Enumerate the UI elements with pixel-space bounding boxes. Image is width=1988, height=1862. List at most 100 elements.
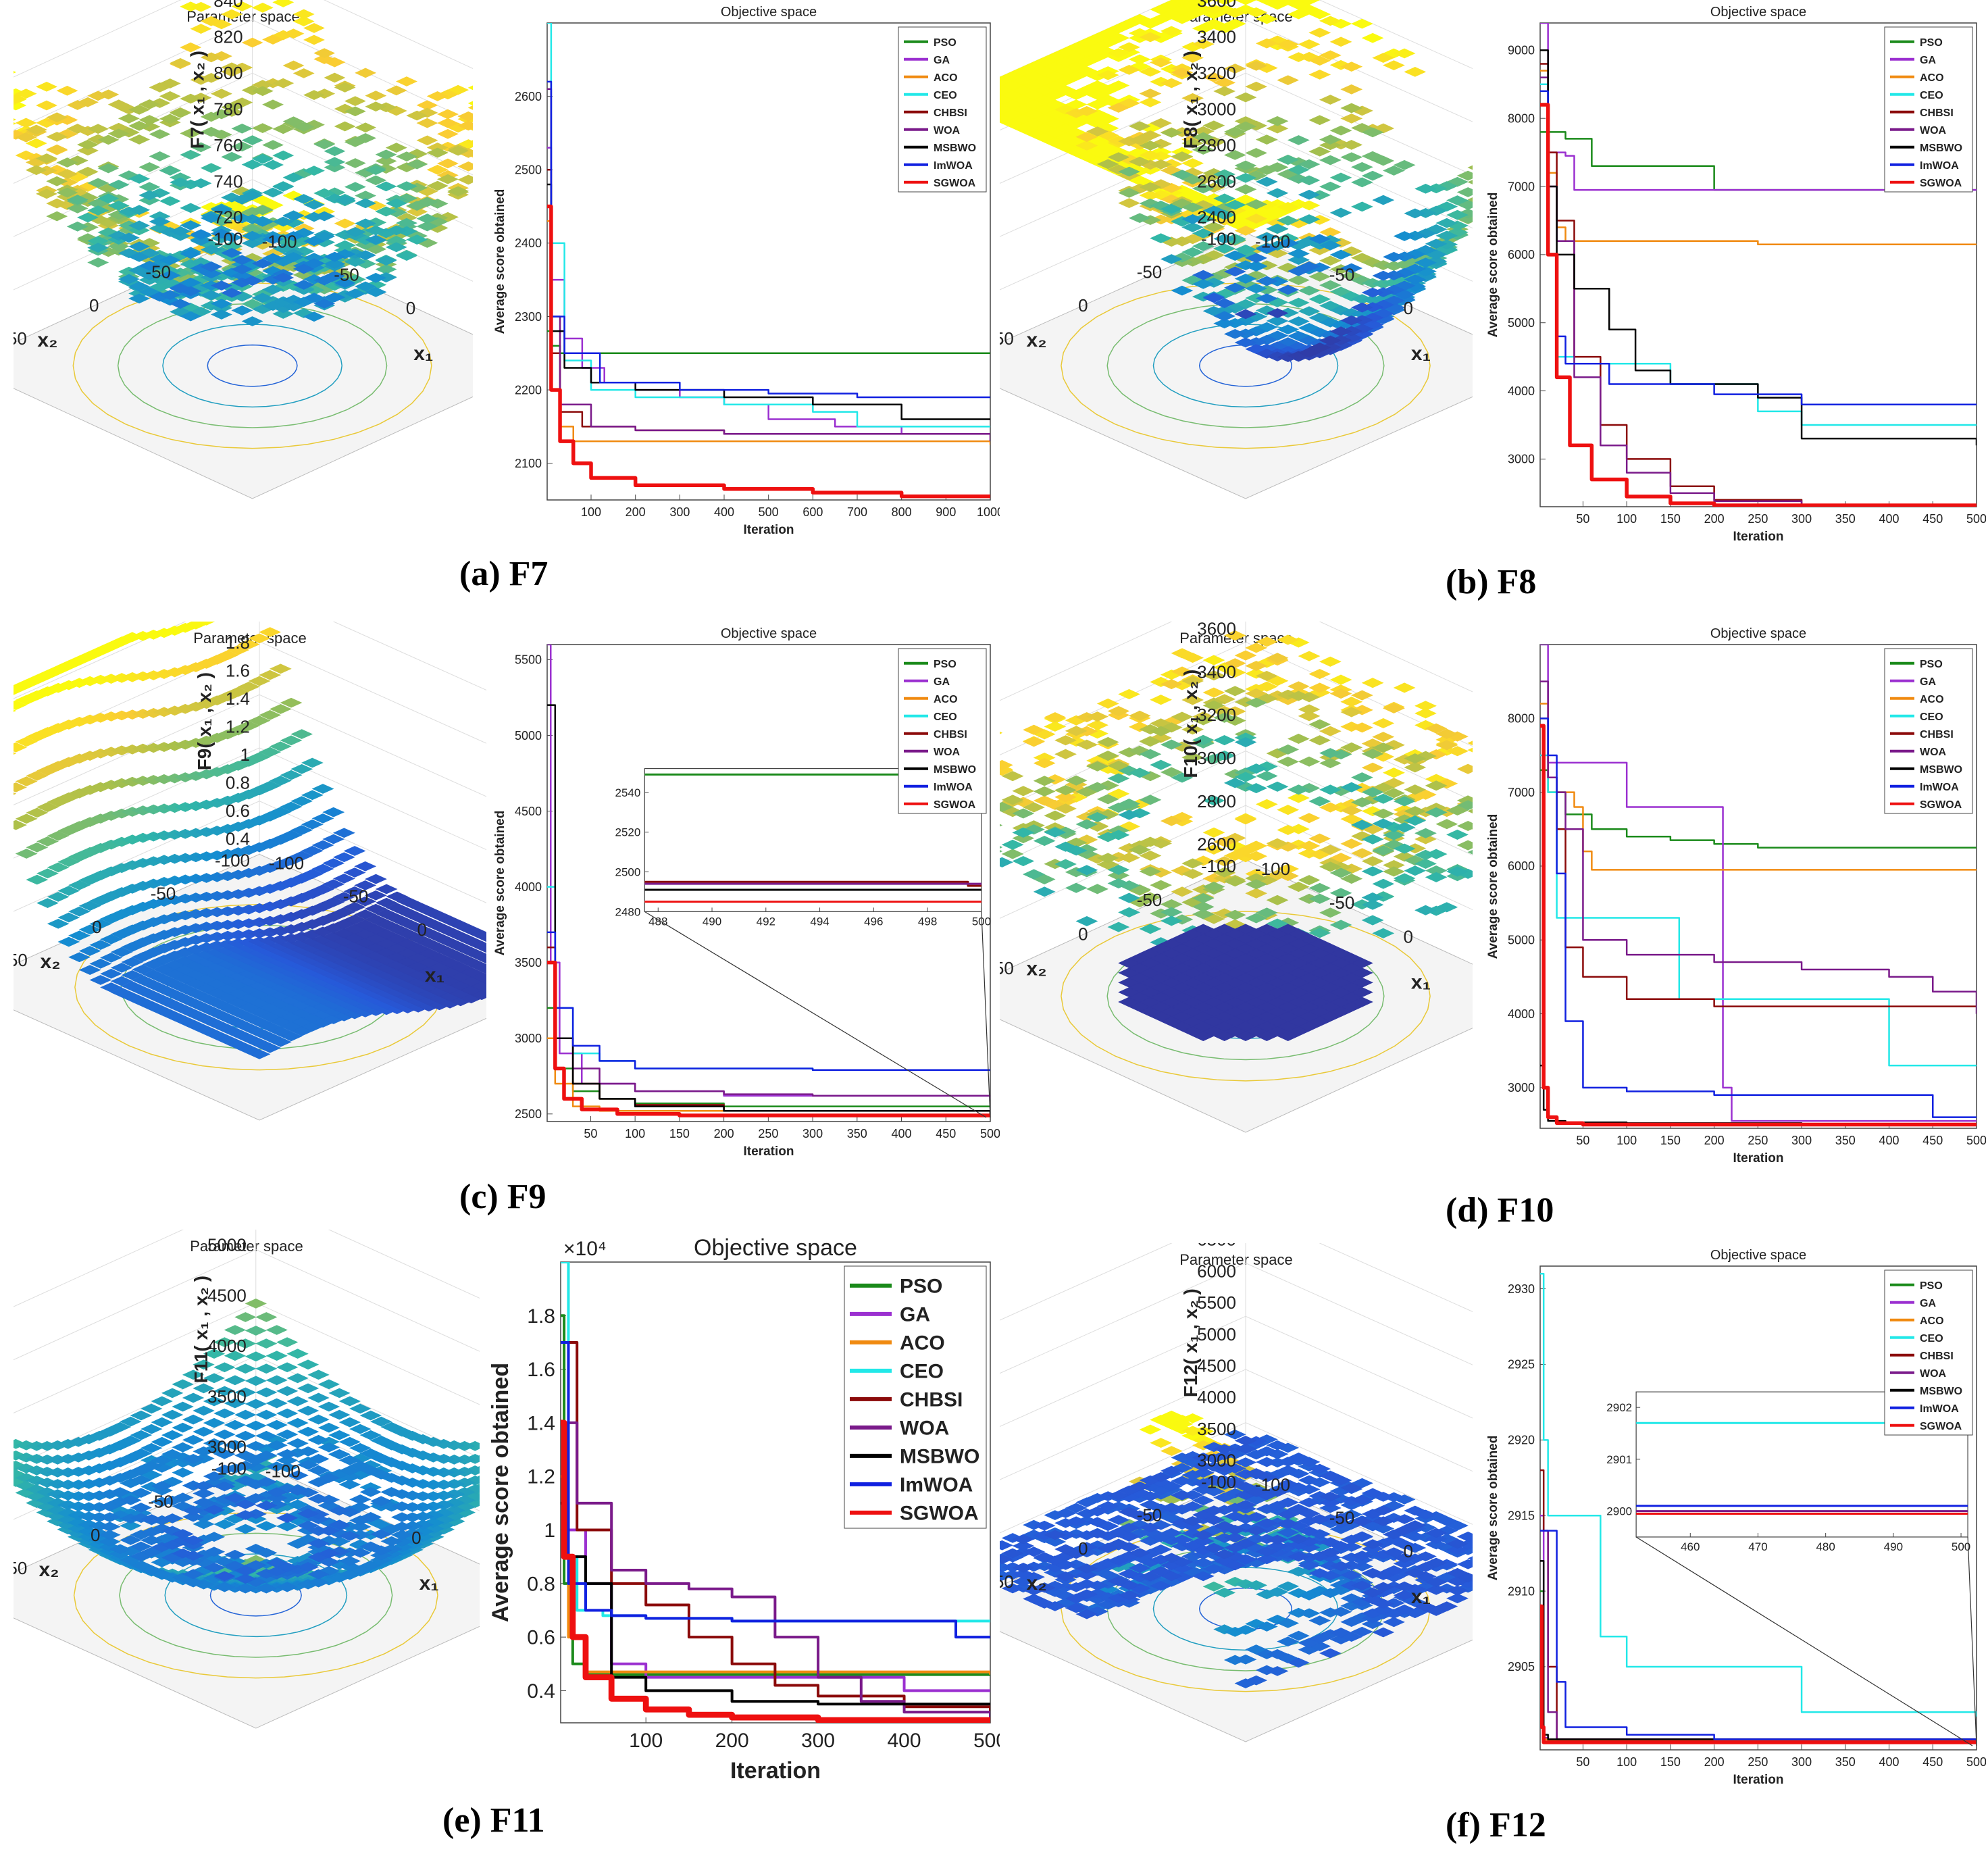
y-tick-label: 1.2 xyxy=(527,1466,555,1488)
y-tick-label: 7000 xyxy=(1508,786,1535,799)
x-tick-label: 500 xyxy=(1966,1134,1986,1147)
z-tick-label: 2 xyxy=(240,622,250,624)
objective-chart: Objective space 50 100 150 200 250 300 350 400 45… xyxy=(1486,626,1986,1165)
parameter-space: Parameter space2.221.81.61.41.210.80.60.… xyxy=(14,622,486,1176)
x2-tick-label: 50 xyxy=(14,1558,27,1578)
z-tick-label: 780 xyxy=(213,99,243,119)
z-tick-label: 2600 xyxy=(1197,171,1236,191)
x1-tick-label: -50 xyxy=(334,265,359,285)
y-tick-label: 2600 xyxy=(515,90,542,103)
y-tick-label: 4000 xyxy=(1508,1007,1535,1021)
legend-entry-aco: ACO xyxy=(934,694,958,705)
inset-y-tick-label: 2902 xyxy=(1606,1401,1632,1414)
legend-entry-ceo: CEO xyxy=(1920,90,1943,101)
x2-tick-label: 0 xyxy=(92,917,101,937)
line-series-imwoa xyxy=(1540,718,1977,1118)
legend-entry-msbwo: MSBWO xyxy=(900,1445,979,1467)
legend: PSO GA ACO CEO CHBSI WOA MSBWO ImWOA SGWOA xyxy=(898,648,987,814)
z-tick-label: 760 xyxy=(213,135,243,155)
x-tick-label: 200 xyxy=(1704,1755,1725,1769)
x1-tick-label: -50 xyxy=(1329,1508,1355,1528)
line-series-imwoa xyxy=(1540,1530,1977,1741)
z-tick-label: 1.8 xyxy=(226,632,250,653)
x2-tick-label: -50 xyxy=(1137,262,1163,282)
z-axis-label: F11( x₁ , x₂ ) xyxy=(190,1276,211,1383)
x2-tick-label: 0 xyxy=(91,1525,100,1545)
line-series-sgwoa xyxy=(547,204,990,499)
x-tick-label: 100 xyxy=(625,1127,645,1140)
x2-tick-label: 0 xyxy=(89,295,99,316)
x-tick-label: 200 xyxy=(714,1127,734,1140)
legend-entry-imwoa: ImWOA xyxy=(1920,160,1959,172)
line-series-sgwoa xyxy=(1540,1604,1977,1744)
y-tick-label: 1 xyxy=(544,1519,555,1542)
legend-entry-pso: PSO xyxy=(900,1275,942,1297)
z-tick-label: 0.8 xyxy=(226,773,250,793)
z-tick-label: 0.6 xyxy=(226,801,250,821)
y-tick-label: 2915 xyxy=(1508,1509,1535,1522)
x2-tick-label: 0 xyxy=(1078,1538,1088,1559)
legend-entry-woa: WOA xyxy=(934,125,961,136)
z-tick-label: 3500 xyxy=(1197,1419,1236,1439)
objective-chart: Objective space 50 100 150 200 250 300 350 400 45… xyxy=(1486,5,1986,544)
x1-tick-label: -100 xyxy=(262,231,297,251)
parameter-space: Parameter space860840820800780760740720F… xyxy=(14,0,473,554)
x-tick-label: 500 xyxy=(980,1127,1000,1140)
x-tick-label: 400 xyxy=(1879,1755,1900,1769)
legend-entry-ceo: CEO xyxy=(1920,1333,1943,1344)
z-tick-label: 4000 xyxy=(207,1336,247,1356)
inset-x-tick-label: 470 xyxy=(1748,1540,1767,1553)
y-tick-label: 2500 xyxy=(515,163,542,177)
x2-tick-label: -50 xyxy=(1137,890,1163,910)
x-tick-label: 250 xyxy=(1748,512,1768,526)
objective-space: Objective space 50 100 150 200 250 300 350 400 45… xyxy=(486,622,1000,1176)
x-tick-label: 300 xyxy=(1791,1755,1812,1769)
y-tick-label: 4000 xyxy=(515,880,542,894)
y-axis-label: Average score obtained xyxy=(1486,1436,1500,1581)
legend: PSO GA ACO CEO CHBSI WOA MSBWO ImWOA SGWOA xyxy=(1884,26,1973,193)
x-tick-label: 200 xyxy=(715,1730,749,1752)
z-tick-label: 5000 xyxy=(1197,1324,1236,1344)
x-tick-label: 150 xyxy=(1660,512,1681,526)
legend-entry-msbwo: MSBWO xyxy=(1920,764,1962,776)
x1-tick-label: 0 xyxy=(1403,298,1412,318)
y-tick-label: 2910 xyxy=(1508,1584,1535,1598)
inset-x-tick-label: 480 xyxy=(1816,1540,1835,1553)
z-tick-label: 5500 xyxy=(1197,1292,1236,1313)
x1-tick-label: -50 xyxy=(343,886,369,907)
legend-entry-pso: PSO xyxy=(1920,37,1943,49)
chart-title: Objective space xyxy=(1710,5,1806,20)
inset-series-chbsi xyxy=(644,880,982,887)
inset-y-tick-label: 2901 xyxy=(1606,1453,1632,1466)
y-tick-label: 4000 xyxy=(1508,384,1535,398)
surface-plot: Parameter space550050004500400035003000F… xyxy=(14,1230,480,1729)
line-series-ceo xyxy=(547,23,990,428)
objective-chart: Objective space 50 100 150 200 250 300 350 400 45… xyxy=(1486,1248,1986,1787)
z-tick-label: 3200 xyxy=(1197,63,1236,83)
x1-tick-label: -100 xyxy=(1255,231,1290,251)
x-tick-label: 50 xyxy=(1576,1755,1589,1769)
legend-entry-sgwoa: SGWOA xyxy=(1920,1421,1962,1432)
x1-tick-label: 0 xyxy=(1403,927,1412,947)
chart-title: Objective space xyxy=(1710,626,1806,641)
x2-axis-label: x₂ xyxy=(1027,329,1047,351)
legend-entry-imwoa: ImWOA xyxy=(934,782,973,793)
z-tick-label: 1.6 xyxy=(226,660,250,680)
legend-entry-ga: GA xyxy=(934,676,950,688)
y-axis-label: Average score obtained xyxy=(493,811,507,956)
caption-f8: (b) F8 xyxy=(1446,563,1537,601)
y-tick-label: 5500 xyxy=(515,653,542,667)
x2-tick-label: -50 xyxy=(148,1492,174,1512)
z-tick-label: 1.2 xyxy=(226,717,250,737)
x2-tick-label: 0 xyxy=(1078,295,1088,316)
objective-space: Objective space 50 100 150 200 250 300 350 400 45… xyxy=(1479,622,1986,1182)
y-tick-label: 5000 xyxy=(515,729,542,743)
x1-tick-label: 0 xyxy=(417,920,426,940)
z-tick-label: 0.4 xyxy=(226,829,250,849)
parameter-space: Parameter space550050004500400035003000F… xyxy=(14,1230,480,1784)
inset-x-tick-label: 492 xyxy=(757,915,775,928)
objective-space: Objective space 50 100 150 200 250 300 350 400 45… xyxy=(1479,0,1986,561)
z-tick-label: 3600 xyxy=(1197,0,1236,11)
y-tick-label: 2905 xyxy=(1508,1660,1535,1674)
x-axis-label: Iteration xyxy=(1733,1773,1784,1787)
